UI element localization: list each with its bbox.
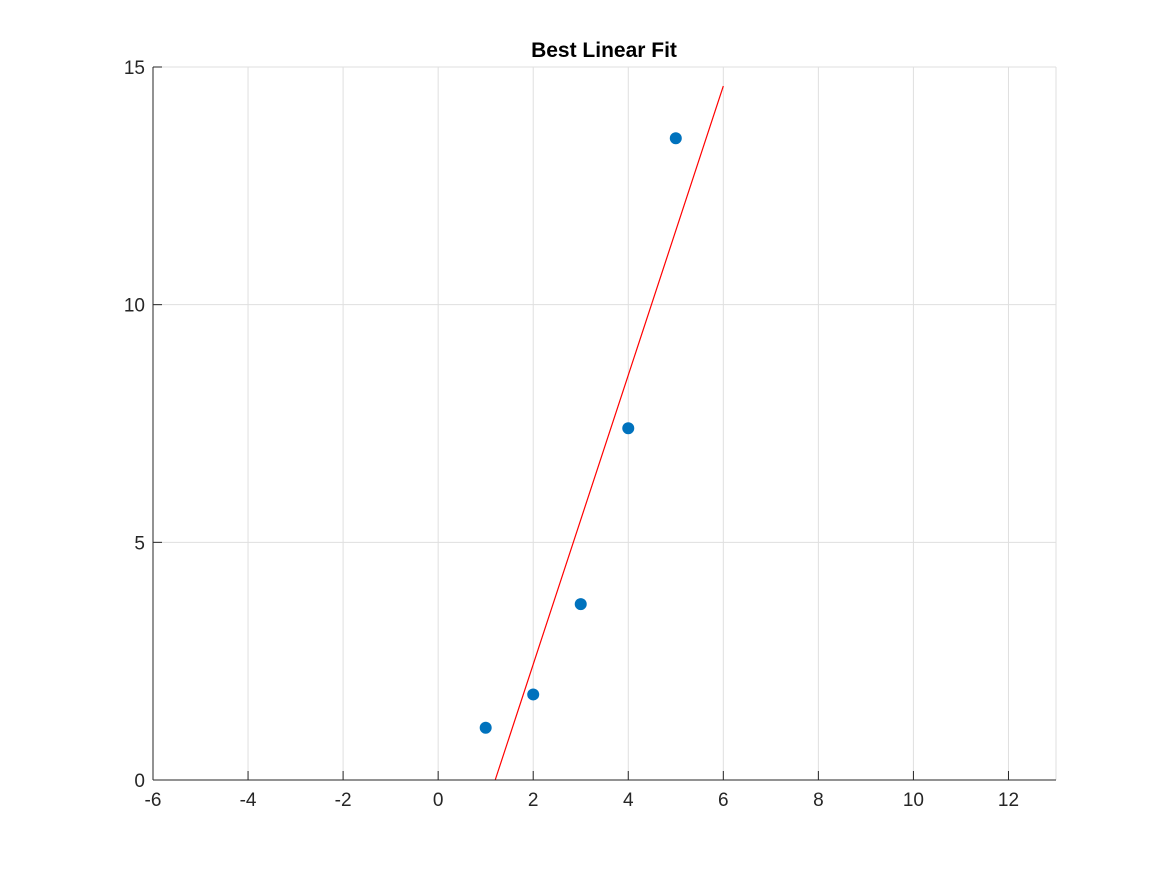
- x-tick-label: -2: [335, 790, 352, 811]
- x-tick-label: -6: [145, 790, 162, 811]
- x-tick-label: 0: [433, 790, 444, 811]
- x-tick-label: -4: [240, 790, 257, 811]
- x-tick-label: 10: [903, 790, 924, 811]
- y-tick-label: 0: [134, 771, 145, 792]
- plot-area: [153, 67, 1056, 780]
- grid: [152, 66, 1057, 781]
- fit-line-layer: [494, 85, 724, 781]
- axes: [152, 66, 1056, 781]
- y-tick-label: 5: [134, 533, 145, 554]
- x-tick-label: 2: [528, 790, 539, 811]
- y-tick-label: 10: [124, 296, 145, 317]
- x-tick-label: 4: [623, 790, 634, 811]
- data-point: [527, 688, 540, 701]
- chart-title: Best Linear Fit: [531, 39, 677, 62]
- tick-labels: -6 -4 -2 0 2 4 6 8 10 12 0 5 10 15: [124, 58, 1019, 811]
- data-point: [574, 598, 587, 611]
- data-point: [479, 721, 492, 734]
- data-point: [622, 422, 635, 435]
- fit-line: [494, 85, 724, 781]
- x-tick-label: 12: [998, 790, 1019, 811]
- data-point: [669, 132, 682, 145]
- y-tick-label: 15: [124, 58, 145, 79]
- x-tick-label: 8: [813, 790, 824, 811]
- x-tick-label: 6: [718, 790, 729, 811]
- data-points-layer: [479, 132, 682, 734]
